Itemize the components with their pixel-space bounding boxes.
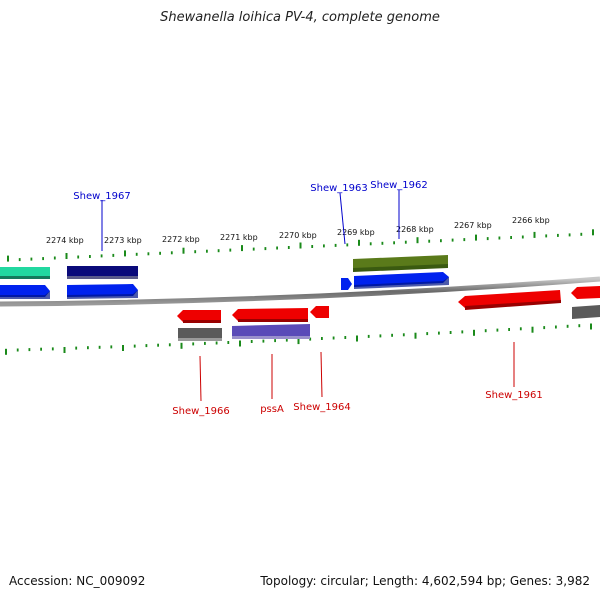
gene-navy-shew-1967[interactable] — [67, 266, 138, 279]
gene-red-pssa[interactable] — [232, 308, 308, 322]
genome-summary-text: Topology: circular; Length: 4,602,594 bp… — [260, 574, 590, 588]
label-pssa[interactable]: pssA — [260, 404, 284, 415]
leader-line-shew-1963 — [339, 192, 346, 245]
leader-line-shew-1966 — [199, 355, 202, 402]
label-shew-1964[interactable]: Shew_1964 — [293, 402, 350, 413]
label-shew-1962[interactable]: Shew_1962 — [370, 180, 427, 191]
scale-label-2269: 2269 kbp — [337, 228, 375, 237]
gene-blue-shew-1962[interactable] — [354, 272, 449, 289]
gene-teal[interactable] — [0, 267, 50, 279]
scale-label-2270: 2270 kbp — [279, 231, 317, 240]
gene-red-shew-1964[interactable] — [310, 306, 329, 318]
gene-blue-shew-1967[interactable] — [67, 284, 138, 299]
gene-blue-left[interactable] — [0, 285, 50, 299]
reverse-genes — [177, 286, 600, 341]
scale-ticks-lower — [5, 323, 592, 355]
map-title: Shewanella loihica PV-4, complete genome — [160, 10, 440, 25]
scale-ticks-upper — [7, 229, 594, 262]
gene-grey-shew-1966[interactable] — [178, 328, 222, 341]
gene-grey-right[interactable] — [572, 305, 600, 319]
gene-red-right[interactable] — [571, 286, 600, 299]
gene-red-shew-1961[interactable] — [458, 290, 561, 310]
gene-purple-pssa[interactable] — [232, 324, 310, 339]
label-shew-1967[interactable]: Shew_1967 — [73, 191, 130, 202]
label-shew-1963[interactable]: Shew_1963 — [310, 183, 367, 194]
scale-label-2274: 2274 kbp — [46, 236, 84, 245]
scale-label-2273: 2273 kbp — [104, 236, 142, 245]
leader-line-shew-1964 — [320, 351, 323, 398]
forward-genes — [0, 255, 449, 299]
label-shew-1961[interactable]: Shew_1961 — [485, 390, 542, 401]
scale-label-2272: 2272 kbp — [162, 235, 200, 244]
accession-text: Accession: NC_009092 — [9, 574, 146, 588]
scale-label-2268: 2268 kbp — [396, 225, 434, 234]
scale-label-2267: 2267 kbp — [454, 221, 492, 230]
label-shew-1966[interactable]: Shew_1966 — [172, 406, 229, 417]
scale-label-2266: 2266 kbp — [512, 216, 550, 225]
scale-label-2271: 2271 kbp — [220, 233, 258, 242]
genome-backbone — [0, 276, 600, 307]
gene-olive-shew-1962[interactable] — [353, 255, 448, 272]
gene-red-shew-1966[interactable] — [177, 310, 221, 323]
gene-blue-shew-1963[interactable] — [341, 278, 352, 290]
